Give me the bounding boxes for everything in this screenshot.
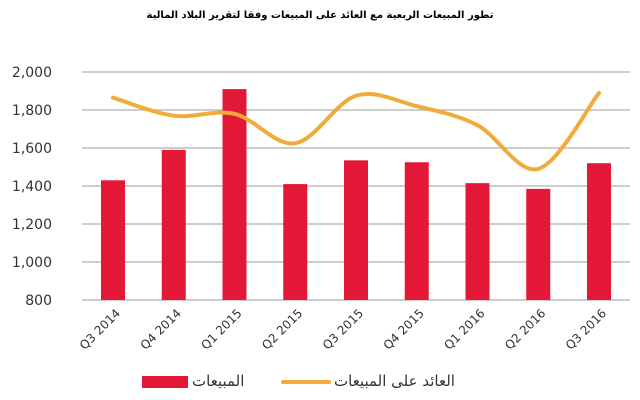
- bar: [587, 163, 611, 300]
- bar: [404, 162, 429, 300]
- x-tick-label: Q4 2014: [138, 306, 184, 352]
- bar: [344, 160, 368, 300]
- legend-line-label: العائد على المبيعات: [334, 372, 455, 390]
- legend-bar-swatch: [142, 376, 188, 388]
- x-tick-label: Q4 2015: [381, 306, 427, 352]
- x-tick-label: Q2 2016: [502, 306, 548, 352]
- x-tick-label: Q1 2016: [441, 306, 487, 352]
- bar-series: [101, 89, 611, 300]
- x-tick-label: Q3 2016: [563, 306, 609, 352]
- y-tick-label: 2,000: [12, 65, 52, 81]
- line-series: [111, 90, 601, 172]
- legend-bar-label: المبيعات: [192, 372, 245, 390]
- bar: [465, 183, 490, 300]
- chart-title: تطور المبيعات الربعية مع العائد على المب…: [146, 10, 494, 21]
- y-tick-label: 1,200: [12, 217, 52, 233]
- chart-area: 800 1,000 1,200 1,400 1,600 1,800 2,000 Q3 201…: [12, 65, 630, 352]
- y-tick-label: 1,800: [12, 103, 52, 119]
- x-tick-label: Q1 2015: [198, 306, 244, 352]
- y-tick-label: 1,400: [12, 179, 52, 195]
- bar: [526, 188, 551, 300]
- y-tick-label: 1,600: [12, 141, 52, 157]
- x-tick-label: Q3 2015: [320, 306, 366, 352]
- bar: [283, 184, 308, 300]
- x-tick-label: Q3 2014: [77, 306, 123, 352]
- legend: المبيعات العائد على المبيعات: [0, 370, 640, 394]
- y-tick-label: 1,000: [12, 255, 52, 271]
- bar: [222, 89, 247, 300]
- bar: [101, 180, 125, 300]
- x-axis-ticks: Q3 2014 Q4 2014 Q1 2015 Q2 2015 Q3 2015 Q4 20…: [77, 306, 609, 352]
- bar: [161, 149, 186, 300]
- y-axis-ticks: 800 1,000 1,200 1,400 1,600 1,800 2,000: [12, 65, 52, 309]
- y-tick-label: 800: [25, 293, 52, 309]
- legend-line-swatch: [281, 380, 331, 384]
- x-tick-label: Q2 2015: [259, 306, 305, 352]
